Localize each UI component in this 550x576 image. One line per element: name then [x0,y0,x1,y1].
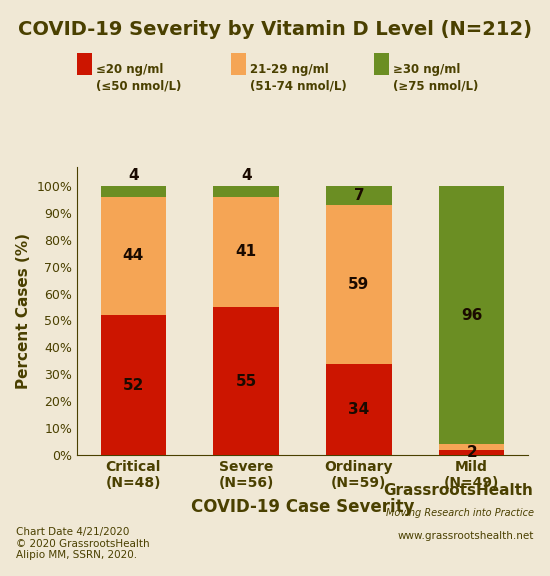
Text: 59: 59 [348,276,370,291]
X-axis label: COVID-19 Case Severity: COVID-19 Case Severity [191,498,414,517]
Text: 7: 7 [354,188,364,203]
Text: www.grassrootshealth.net: www.grassrootshealth.net [397,532,534,541]
Text: ≥30 ng/ml
(≥75 nmol/L): ≥30 ng/ml (≥75 nmol/L) [393,63,478,92]
Bar [439,186,504,444]
Text: 55: 55 [235,373,257,389]
Text: COVID-19 Severity by Vitamin D Level (N=212): COVID-19 Severity by Vitamin D Level (N=… [18,20,532,39]
Bar [101,196,166,315]
Text: 96: 96 [461,308,482,323]
Text: ≤20 ng/ml
(≤50 nmol/L): ≤20 ng/ml (≤50 nmol/L) [96,63,182,92]
Bar [101,186,166,196]
Bar [326,186,392,204]
Bar [101,315,166,455]
Bar [213,307,279,455]
Text: 2: 2 [466,445,477,460]
Text: 4: 4 [241,168,251,183]
Text: 41: 41 [235,244,257,259]
Bar [326,363,392,455]
Text: 52: 52 [123,377,144,393]
Bar [439,444,504,450]
Text: Chart Date 4/21/2020
© 2020 GrassrootsHealth
Alipio MM, SSRN, 2020.: Chart Date 4/21/2020 © 2020 GrassrootsHe… [16,527,150,560]
Text: Moving Research into Practice: Moving Research into Practice [386,509,534,518]
Text: 21-29 ng/ml
(51-74 nmol/L): 21-29 ng/ml (51-74 nmol/L) [250,63,347,92]
Bar [213,196,279,307]
Text: 34: 34 [348,402,370,417]
Bar [439,450,504,455]
Y-axis label: Percent Cases (%): Percent Cases (%) [16,233,31,389]
Text: GrassrootsHealth: GrassrootsHealth [384,483,534,498]
Bar [213,186,279,196]
Text: 44: 44 [123,248,144,263]
Bar [326,204,392,363]
Text: 4: 4 [128,168,139,183]
